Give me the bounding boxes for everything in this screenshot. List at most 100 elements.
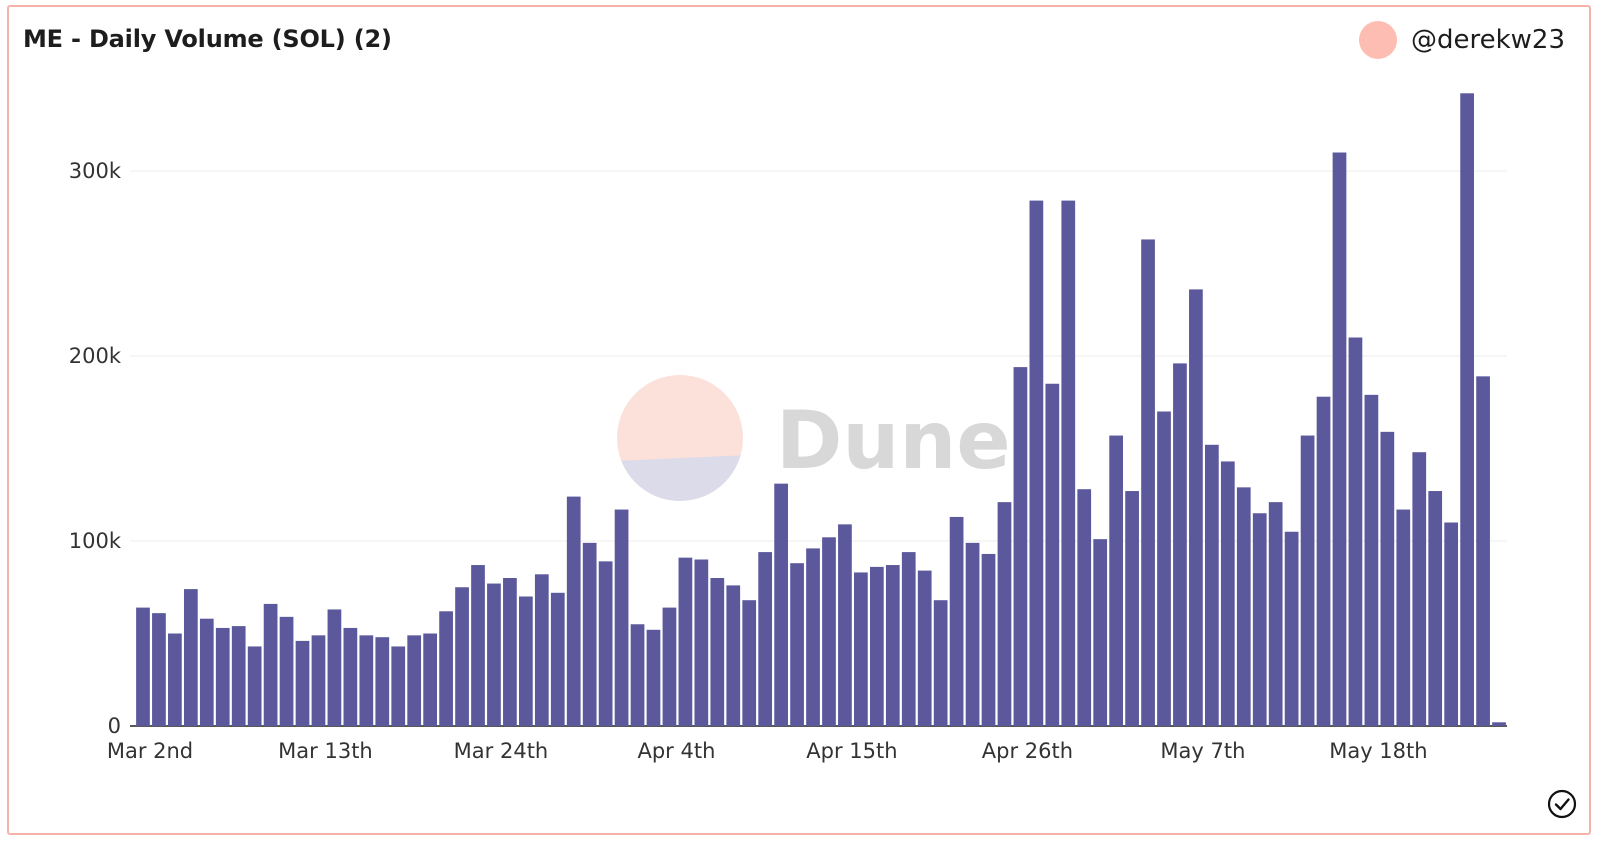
- bar[interactable]: [247, 646, 262, 726]
- bar[interactable]: [1492, 722, 1506, 726]
- x-tick-label: Apr 4th: [637, 739, 715, 763]
- bar[interactable]: [327, 609, 342, 726]
- bar[interactable]: [646, 629, 661, 726]
- bar[interactable]: [1236, 487, 1251, 726]
- bar[interactable]: [471, 565, 485, 726]
- bar[interactable]: [1029, 200, 1044, 727]
- bar[interactable]: [997, 502, 1012, 726]
- author-badge[interactable]: @derekw23: [1358, 21, 1565, 59]
- bar[interactable]: [1316, 396, 1331, 726]
- bar[interactable]: [487, 583, 501, 726]
- bar[interactable]: [455, 587, 469, 726]
- bar[interactable]: [694, 559, 709, 727]
- bar[interactable]: [550, 592, 565, 726]
- bar[interactable]: [1348, 337, 1363, 727]
- bar[interactable]: [183, 589, 198, 726]
- bar[interactable]: [1428, 491, 1443, 726]
- bar[interactable]: [933, 600, 948, 726]
- bar[interactable]: [1013, 367, 1028, 726]
- dune-logo-lower-half: [621, 455, 741, 502]
- bar[interactable]: [885, 565, 900, 726]
- bar[interactable]: [391, 646, 406, 726]
- bar[interactable]: [678, 557, 693, 726]
- bar[interactable]: [1173, 363, 1187, 726]
- bar[interactable]: [311, 635, 326, 726]
- bars: [136, 93, 1506, 727]
- bar[interactable]: [279, 616, 294, 726]
- bar[interactable]: [519, 596, 533, 727]
- bar[interactable]: [1205, 444, 1219, 726]
- bar[interactable]: [1300, 435, 1315, 726]
- bar[interactable]: [168, 633, 182, 727]
- x-tick-label: May 18th: [1329, 739, 1427, 763]
- bar[interactable]: [726, 585, 741, 726]
- bar[interactable]: [1093, 539, 1108, 726]
- x-tick-label: Apr 15th: [806, 739, 897, 763]
- bar[interactable]: [806, 548, 820, 726]
- bar[interactable]: [295, 640, 310, 726]
- bar[interactable]: [1396, 509, 1411, 726]
- bar[interactable]: [566, 496, 581, 726]
- bar[interactable]: [901, 552, 916, 726]
- bar[interactable]: [423, 633, 437, 727]
- bar[interactable]: [439, 611, 453, 726]
- check-circle-icon[interactable]: [1547, 789, 1577, 819]
- bar[interactable]: [710, 578, 725, 726]
- chart-title: ME - Daily Volume (SOL) (2): [23, 25, 392, 53]
- bar[interactable]: [1444, 522, 1459, 727]
- bar[interactable]: [231, 626, 246, 726]
- bar[interactable]: [838, 524, 852, 726]
- bar[interactable]: [359, 635, 374, 726]
- bar[interactable]: [534, 574, 549, 726]
- bar[interactable]: [343, 627, 358, 726]
- bar[interactable]: [981, 553, 996, 726]
- bar[interactable]: [790, 563, 804, 726]
- bar[interactable]: [869, 566, 884, 726]
- bar[interactable]: [503, 578, 517, 726]
- bar[interactable]: [1077, 489, 1092, 726]
- bar[interactable]: [1045, 383, 1060, 726]
- bar[interactable]: [758, 552, 773, 726]
- bar[interactable]: [215, 627, 230, 726]
- bar[interactable]: [152, 613, 166, 726]
- bar[interactable]: [1220, 461, 1235, 726]
- bar[interactable]: [1268, 502, 1283, 726]
- dune-watermark-text: Dune: [776, 394, 1011, 487]
- bar[interactable]: [854, 572, 868, 726]
- bar[interactable]: [662, 607, 677, 726]
- bar[interactable]: [582, 542, 597, 726]
- y-tick-label: 0: [108, 714, 121, 738]
- bar[interactable]: [822, 537, 836, 726]
- bar[interactable]: [1189, 289, 1203, 726]
- bar[interactable]: [263, 603, 278, 726]
- bar[interactable]: [136, 607, 150, 726]
- bar[interactable]: [1061, 200, 1076, 727]
- bar[interactable]: [774, 483, 788, 726]
- bar[interactable]: [1380, 431, 1395, 726]
- bar[interactable]: [1460, 93, 1474, 727]
- bar[interactable]: [949, 516, 964, 726]
- bar[interactable]: [1141, 239, 1155, 726]
- author-name[interactable]: @derekw23: [1410, 25, 1565, 55]
- bar[interactable]: [917, 570, 932, 726]
- dune-watermark: Dune: [617, 375, 1011, 502]
- bar[interactable]: [630, 624, 645, 726]
- bar[interactable]: [1252, 513, 1267, 726]
- x-tick-label: Mar 24th: [454, 739, 549, 763]
- bar[interactable]: [1284, 531, 1299, 726]
- bar[interactable]: [1364, 394, 1379, 726]
- bar[interactable]: [1157, 411, 1171, 727]
- bar[interactable]: [965, 542, 980, 726]
- bar[interactable]: [407, 635, 422, 726]
- bar[interactable]: [1476, 376, 1490, 726]
- bar[interactable]: [1412, 452, 1427, 726]
- bar[interactable]: [1109, 435, 1123, 726]
- bar[interactable]: [598, 561, 613, 726]
- bar[interactable]: [375, 637, 390, 726]
- x-tick-label: May 7th: [1160, 739, 1245, 763]
- bar[interactable]: [199, 618, 214, 726]
- bar[interactable]: [1125, 491, 1139, 726]
- bar[interactable]: [614, 509, 629, 726]
- bar[interactable]: [742, 600, 757, 726]
- bar[interactable]: [1332, 152, 1347, 727]
